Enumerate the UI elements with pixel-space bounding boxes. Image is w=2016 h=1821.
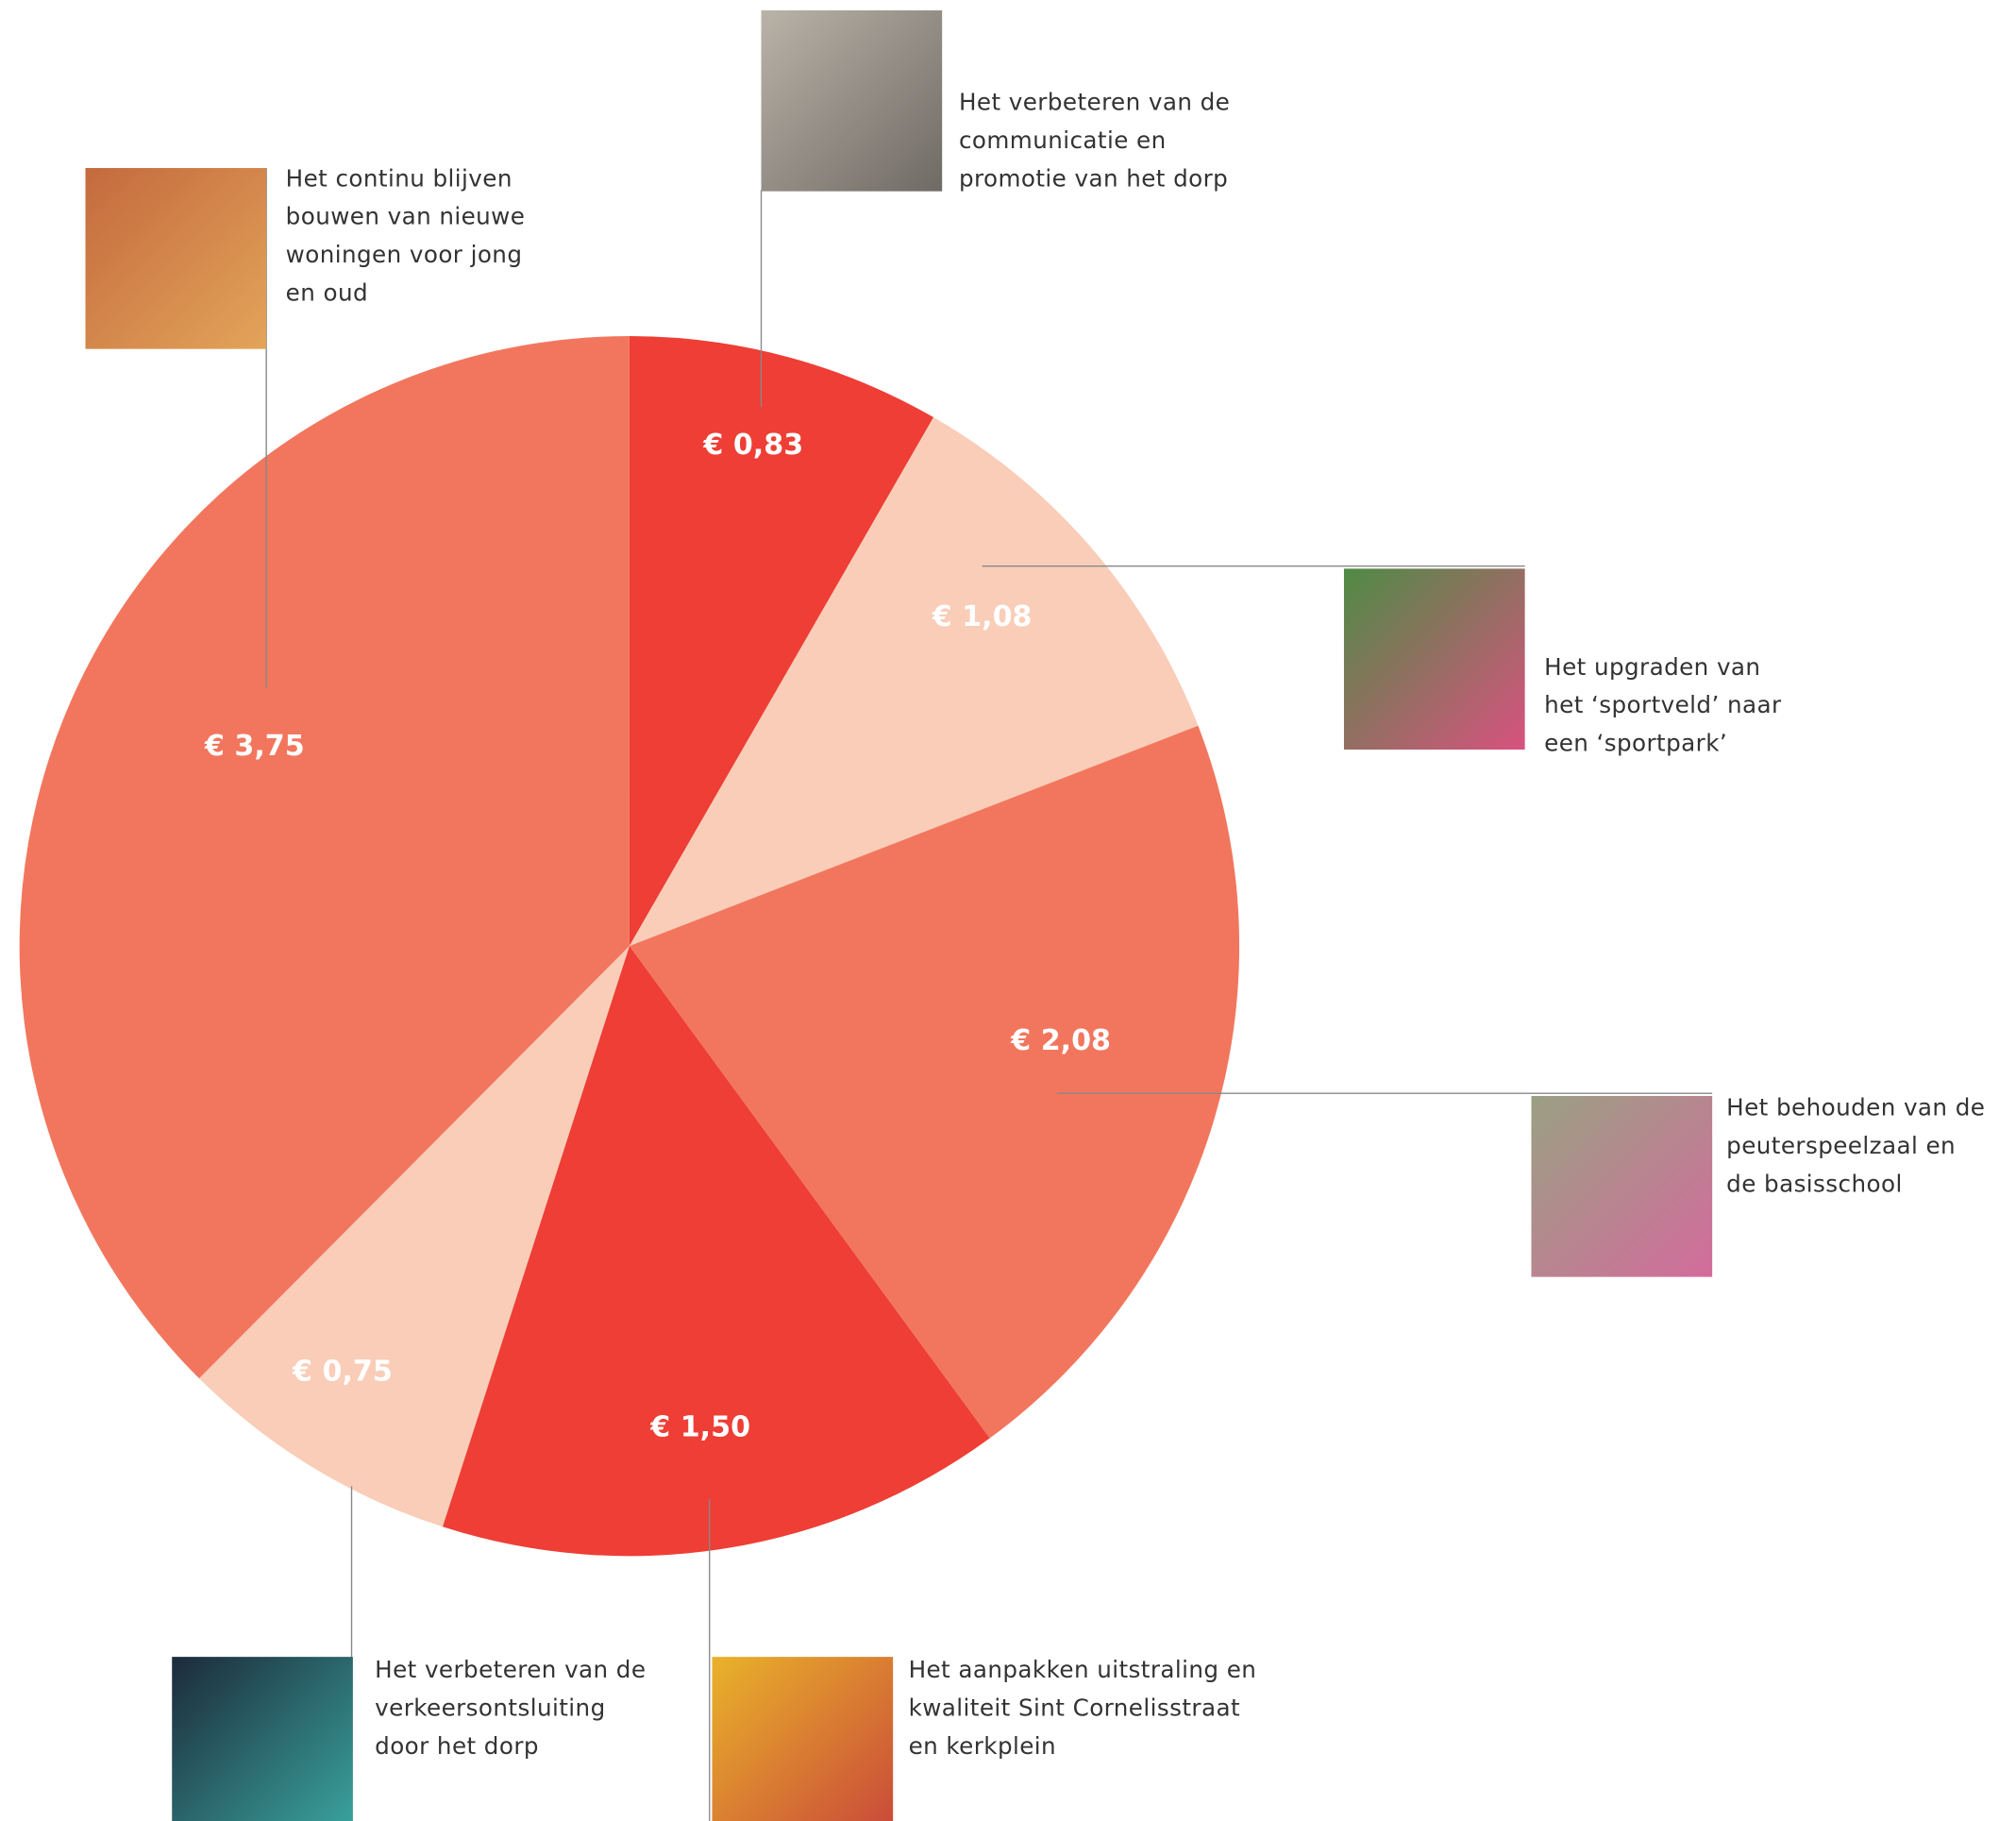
category-label: Het behouden van de	[1726, 1094, 1985, 1121]
photo	[85, 168, 266, 349]
category-label: en kerkplein	[909, 1732, 1057, 1760]
category-label: Het verbeteren van de	[375, 1656, 646, 1683]
category-label: peuterspeelzaal en	[1726, 1132, 1956, 1159]
category-label: en oud	[286, 278, 368, 306]
value-label: € 1,08	[932, 600, 1033, 633]
category-label: het ‘sportveld’ naar	[1544, 691, 1782, 718]
category-label: Het aanpakken uitstraling en	[909, 1656, 1257, 1683]
photo	[712, 1657, 893, 1821]
value-label: € 2,08	[1010, 1024, 1111, 1057]
category-label: woningen voor jong	[286, 241, 523, 268]
category-label: kwaliteit Sint Cornelisstraat	[909, 1695, 1240, 1722]
photo	[762, 10, 943, 192]
page: Het verbeteren van de communicatie en prom…	[0, 0, 2016, 1821]
photo	[1344, 568, 1525, 750]
category-label: een ‘sportpark’	[1544, 730, 1727, 757]
value-label: € 0,75	[292, 1355, 393, 1388]
category-label: Het upgraden van	[1544, 653, 1760, 681]
value-label: € 3,75	[204, 730, 305, 763]
category-label: bouwen van nieuwe	[286, 203, 526, 230]
chart: Het verbeteren van de communicatie en prom…	[0, 0, 2016, 1821]
category-label: verkeersontsluiting	[375, 1695, 605, 1722]
category-label: Het verbeteren van de	[959, 89, 1230, 116]
value-label: € 0,83	[702, 429, 803, 462]
category-label: Het continu blijven	[286, 164, 512, 192]
value-label: € 1,50	[649, 1410, 750, 1443]
category-label: door het dorp	[375, 1732, 539, 1760]
category-label: promotie van het dorp	[959, 164, 1228, 192]
category-label: communicatie en	[959, 126, 1167, 154]
category-label: de basisschool	[1726, 1170, 1903, 1197]
photo	[1531, 1096, 1712, 1277]
photo	[172, 1657, 353, 1821]
